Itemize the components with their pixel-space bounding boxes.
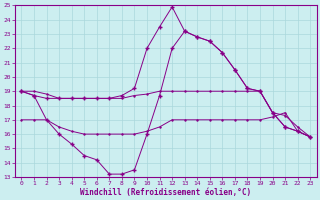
X-axis label: Windchill (Refroidissement éolien,°C): Windchill (Refroidissement éolien,°C) — [80, 188, 252, 197]
